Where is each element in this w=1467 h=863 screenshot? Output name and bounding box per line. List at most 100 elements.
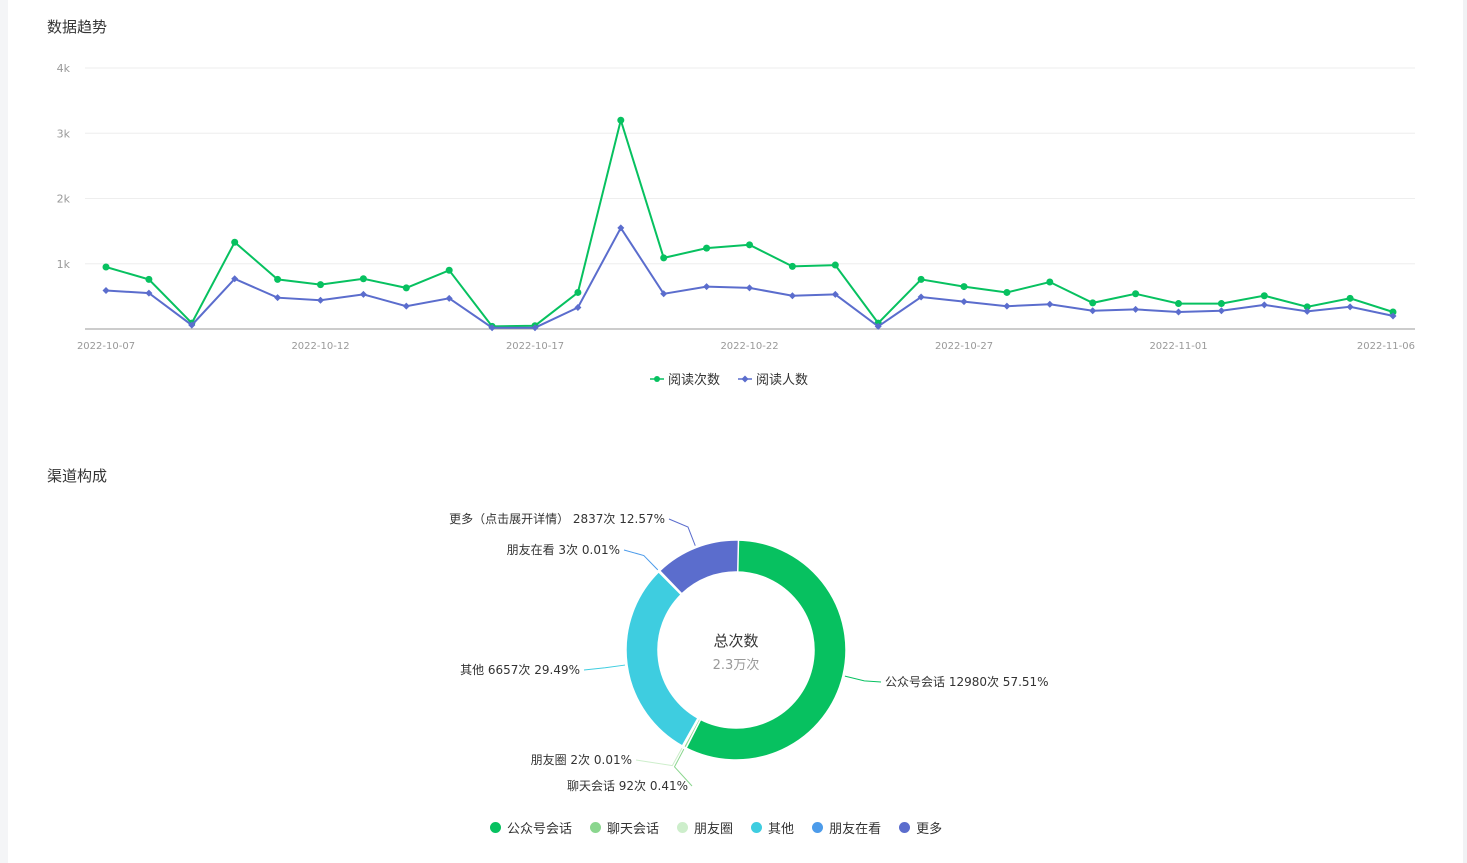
readers-point xyxy=(1303,307,1311,315)
readers-point xyxy=(531,324,539,332)
reads-point xyxy=(1389,308,1397,316)
donut-slice-more xyxy=(658,539,740,595)
readers-point xyxy=(617,224,625,232)
reads-point xyxy=(660,254,668,262)
x-tick-label: 2022-10-17 xyxy=(506,341,564,352)
readers-point xyxy=(231,275,239,283)
y-tick-label: 1k xyxy=(57,258,71,271)
x-tick-label: 2022-11-06 xyxy=(1357,341,1415,352)
reads-point xyxy=(231,238,239,246)
slice-label-leader xyxy=(635,747,683,767)
x-tick-label: 2022-10-22 xyxy=(720,341,778,352)
reads-point xyxy=(1217,300,1225,308)
readers-point xyxy=(102,287,110,295)
readers-point xyxy=(145,289,153,297)
legend-label-friends-watching: 朋友在看 xyxy=(829,822,882,837)
reads-point xyxy=(274,275,282,283)
readers-point xyxy=(488,324,496,332)
trend-section-title: 数据趋势 xyxy=(47,18,108,36)
channel-section-title: 渠道构成 xyxy=(47,467,108,485)
reads-point xyxy=(1346,294,1354,302)
channel-legend: 公众号会话 聊天会话 朋友圈 其他 朋友在看 更多 xyxy=(490,818,942,837)
official-chat-legend-dot-icon xyxy=(490,822,501,833)
readers-point xyxy=(1217,307,1225,315)
readers-point xyxy=(1175,308,1182,316)
friends-watching-legend-dot-icon xyxy=(812,822,824,833)
reads-point xyxy=(1046,278,1054,286)
readers-point xyxy=(1260,301,1268,309)
reads-point xyxy=(1132,290,1140,298)
legend-label-readers: 阅读人数 xyxy=(756,373,809,388)
legend-item-moments[interactable]: 朋友圈 xyxy=(677,818,733,837)
readers-point xyxy=(660,290,668,298)
legend-label-more: 更多 xyxy=(916,822,943,837)
reads-point xyxy=(1260,292,1268,300)
x-tick-label: 2022-10-07 xyxy=(77,341,135,352)
slice-label-leader xyxy=(583,664,626,671)
readers-point xyxy=(1089,307,1097,315)
legend-label-reads: 阅读次数 xyxy=(668,373,721,388)
readers-point xyxy=(445,294,453,302)
legend-label-other: 其他 xyxy=(768,822,795,837)
readers-point xyxy=(402,302,410,310)
slice-label-other: 其他 6657次 29.49% xyxy=(460,663,580,677)
trend-legend: 阅读次数 阅读人数 xyxy=(650,369,808,388)
legend-item-more[interactable]: 更多 xyxy=(899,818,942,837)
slice-label-leader xyxy=(668,518,696,546)
legend-item-official-chat[interactable]: 公众号会话 xyxy=(490,818,572,837)
readers-point xyxy=(1389,312,1397,320)
page-scrollbar-track[interactable] xyxy=(1463,0,1467,863)
readers-point xyxy=(574,303,582,311)
channel-donut-chart[interactable]: 公众号会话 12980次 57.51% 聊天会话 92次 0.41% 朋友圈 2次 … xyxy=(0,490,1467,810)
chat-legend-dot-icon xyxy=(590,822,602,833)
reads-point xyxy=(445,266,453,274)
readers-point xyxy=(703,283,711,291)
trend-line-chart[interactable]: 1k 2k 3k 4k 2022-10-07 2022-10-12 2022-10-17 20… xyxy=(0,40,1467,360)
reads-point xyxy=(317,281,324,289)
readers-point xyxy=(917,293,925,301)
other-legend-dot-icon xyxy=(751,822,763,833)
reads-point xyxy=(1303,303,1311,311)
readers-point xyxy=(1132,305,1140,313)
readers-point xyxy=(874,322,882,330)
reads-point xyxy=(617,116,625,124)
legend-item-chat[interactable]: 聊天会话 xyxy=(590,818,659,837)
reads-point xyxy=(1089,299,1097,307)
legend-item-other[interactable]: 其他 xyxy=(751,818,794,837)
reads-point xyxy=(960,283,968,291)
readers-point xyxy=(1003,302,1011,310)
slice-label-more: 更多（点击展开详情） 2837次 12.57% xyxy=(449,511,665,526)
donut-center-title: 总次数 xyxy=(713,632,758,650)
reads-point xyxy=(102,263,110,271)
readers-point xyxy=(188,321,196,329)
readers-point xyxy=(788,292,796,300)
y-tick-label: 4k xyxy=(57,62,71,75)
slice-label-official-chat: 公众号会话 12980次 57.51% xyxy=(885,675,1049,689)
readers-point xyxy=(274,294,282,302)
reads-point xyxy=(402,284,410,292)
legend-label-official-chat: 公众号会话 xyxy=(507,822,573,837)
reads-point xyxy=(788,262,796,270)
x-tick-label: 2022-11-01 xyxy=(1149,341,1207,352)
readers-point xyxy=(1046,300,1054,308)
reads-point xyxy=(1175,300,1182,308)
series-line-reads xyxy=(105,116,1394,328)
readers-point xyxy=(960,298,968,306)
readers-point xyxy=(359,290,367,298)
more-legend-dot-icon xyxy=(899,822,911,833)
reads-point xyxy=(703,244,711,252)
slice-label-leader xyxy=(844,675,882,683)
reads-point xyxy=(917,275,925,283)
legend-item-readers[interactable]: 阅读人数 xyxy=(738,369,808,388)
readers-legend-icon xyxy=(738,375,753,382)
reads-point xyxy=(1003,288,1011,296)
readers-point xyxy=(317,296,324,304)
page-left-border xyxy=(0,0,8,863)
readers-point xyxy=(1346,303,1354,311)
legend-item-reads[interactable]: 阅读次数 xyxy=(650,369,720,388)
y-tick-label: 2k xyxy=(57,193,71,206)
legend-item-friends-watching[interactable]: 朋友在看 xyxy=(812,818,881,837)
donut-slice-other xyxy=(625,570,699,748)
reads-point xyxy=(145,275,153,283)
x-tick-label: 2022-10-27 xyxy=(935,341,993,352)
